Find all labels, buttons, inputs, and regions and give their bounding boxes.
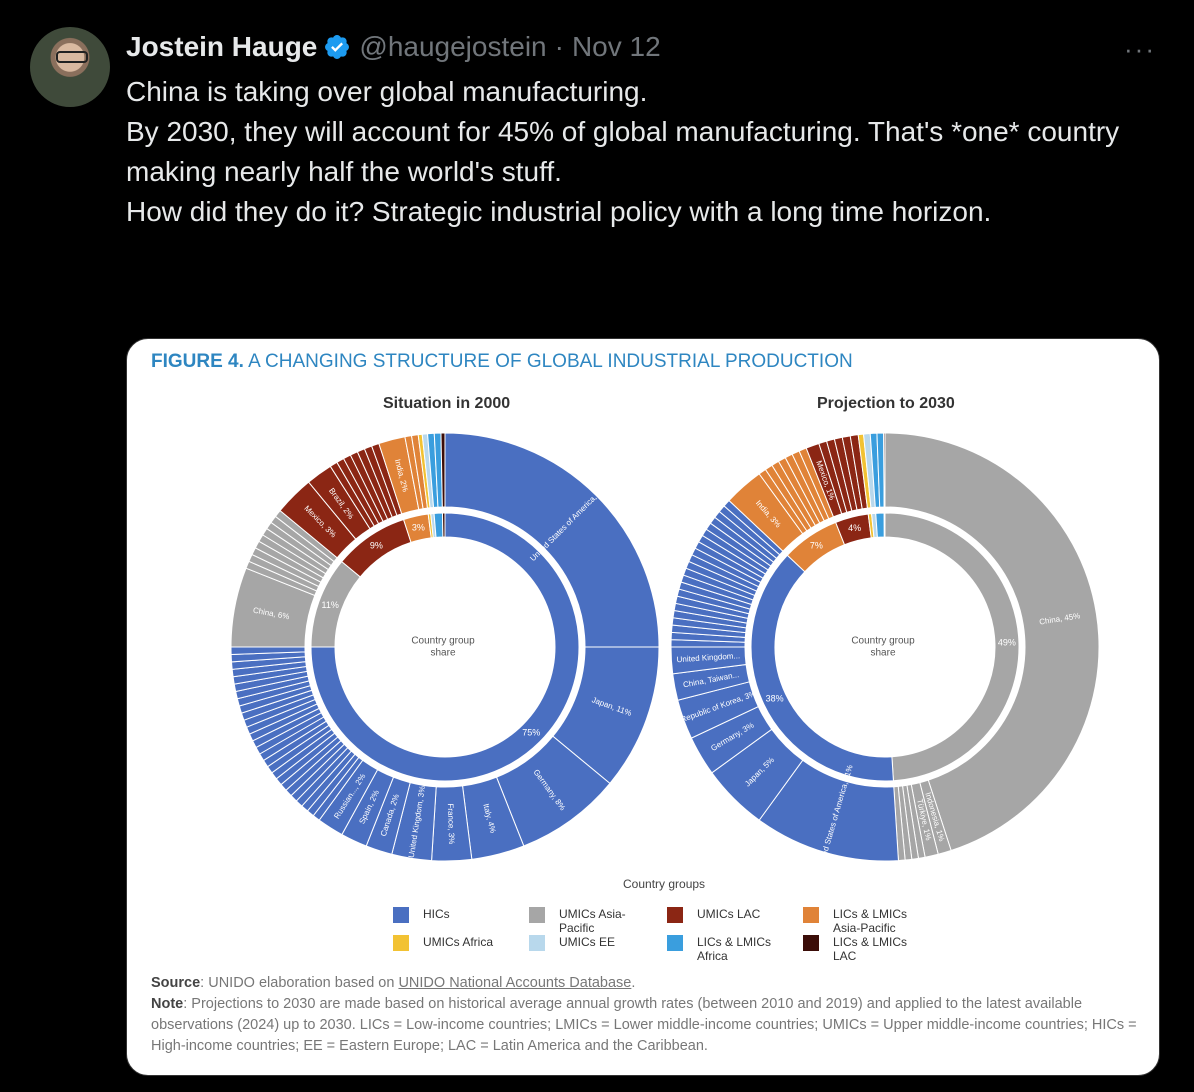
inner-ring-segment: [441, 512, 446, 538]
tweet-image-card[interactable]: FIGURE 4. A CHANGING STRUCTURE OF GLOBAL…: [126, 338, 1160, 1076]
legend-label: UMICs LAC: [697, 907, 761, 921]
author-handle[interactable]: @haugejostein: [359, 31, 547, 62]
inner-ring-label: 9%: [370, 540, 383, 550]
outer-ring-country-small: [440, 432, 446, 508]
legend-swatch: [667, 907, 683, 923]
source-text: : UNIDO elaboration based on: [200, 975, 399, 991]
legend-label: HICs: [423, 907, 450, 921]
legend-item: LICs & LMICs Asia-Pacific: [803, 907, 933, 935]
legend-swatch: [529, 935, 545, 951]
figure-source-note: Source: UNIDO elaboration based on UNIDO…: [151, 973, 1141, 1057]
legend-label: LICs & LMICs Asia-Pacific: [833, 907, 908, 935]
author-name[interactable]: Jostein Hauge: [126, 31, 318, 62]
tweet-header: Jostein Hauge @haugejostein · Nov 12: [126, 30, 661, 64]
chart-title-2030: Projection to 2030: [817, 395, 955, 412]
tweet-line: By 2030, they will account for 45% of gl…: [126, 116, 1127, 187]
verified-badge-icon[interactable]: [323, 33, 351, 61]
inner-ring-label: 49%: [998, 638, 1016, 648]
inner-ring-segment: [310, 512, 580, 782]
inner-ring-label: 7%: [810, 540, 823, 550]
avatar-glasses: [56, 51, 88, 63]
legend-item: UMICs Asia-Pacific: [529, 907, 659, 935]
tweet-date[interactable]: Nov 12: [571, 31, 661, 62]
more-options-icon[interactable]: ···: [1124, 34, 1156, 64]
chart-title-2000: Situation in 2000: [383, 395, 511, 412]
legend-swatch: [393, 935, 409, 951]
separator-dot: ·: [554, 31, 564, 62]
inner-ring-segment: [875, 512, 885, 538]
legend-label: UMICs Africa: [423, 935, 494, 949]
note-text: : Projections to 2030 are made based on …: [151, 996, 1137, 1054]
figure-title: FIGURE 4. A CHANGING STRUCTURE OF GLOBAL…: [151, 351, 853, 373]
legend-label: LICs & LMICs Africa: [697, 935, 772, 963]
country-label: United Kingdom...: [676, 651, 740, 664]
inner-ring-label: 38%: [766, 693, 784, 703]
outer-ring-country: [444, 432, 660, 648]
inner-ring-label: 4%: [848, 523, 861, 533]
inner-ring-label: 11%: [322, 600, 339, 610]
inner-ring-label: 75%: [522, 728, 540, 738]
country-label: France, 3%: [446, 803, 456, 844]
center-label: share: [430, 648, 455, 659]
source-label: Source: [151, 975, 201, 991]
legend-label: LICs & LMICs LAC: [833, 935, 908, 963]
legend-item: LICs & LMICs Africa: [667, 935, 797, 963]
note-label: Note: [151, 996, 184, 1012]
legend-label: UMICs EE: [559, 935, 616, 949]
figure-title-text: A CHANGING STRUCTURE OF GLOBAL INDUSTRIA…: [248, 351, 853, 372]
center-label: Country group: [851, 636, 915, 647]
outer-ring-country-small: [883, 432, 886, 508]
tweet-line: China is taking over global manufacturin…: [126, 76, 648, 107]
inner-ring-segment: [433, 512, 444, 538]
legend-title: Country groups: [623, 877, 706, 891]
tweet-line: How did they do it? Strategic industrial…: [126, 196, 992, 227]
legend-swatch: [803, 907, 819, 923]
legend-label: UMICs Asia-Pacific: [559, 907, 626, 935]
inner-ring-label: 3%: [412, 522, 425, 532]
legend-swatch: [393, 907, 409, 923]
outer-ring-country: [884, 432, 1100, 852]
legend-swatch: [529, 907, 545, 923]
inner-ring-segment: [883, 512, 886, 538]
source-link[interactable]: UNIDO National Accounts Database: [398, 975, 632, 991]
legend-item: HICs: [393, 907, 523, 923]
legend-item: UMICs EE: [529, 935, 659, 951]
tweet-text: China is taking over global manufacturin…: [126, 72, 1166, 232]
figure-label: FIGURE 4.: [151, 351, 244, 372]
center-label: Country group: [411, 636, 475, 647]
center-label: share: [870, 648, 895, 659]
legend-item: LICs & LMICs LAC: [803, 935, 933, 963]
legend-swatch: [667, 935, 683, 951]
legend-item: UMICs LAC: [667, 907, 797, 923]
source-end: .: [631, 975, 636, 991]
donut-charts: 75%11%9%3% United States of America, 25%J…: [230, 432, 1100, 870]
author-avatar[interactable]: [30, 27, 110, 107]
legend-swatch: [803, 935, 819, 951]
legend-item: UMICs Africa: [393, 935, 523, 951]
